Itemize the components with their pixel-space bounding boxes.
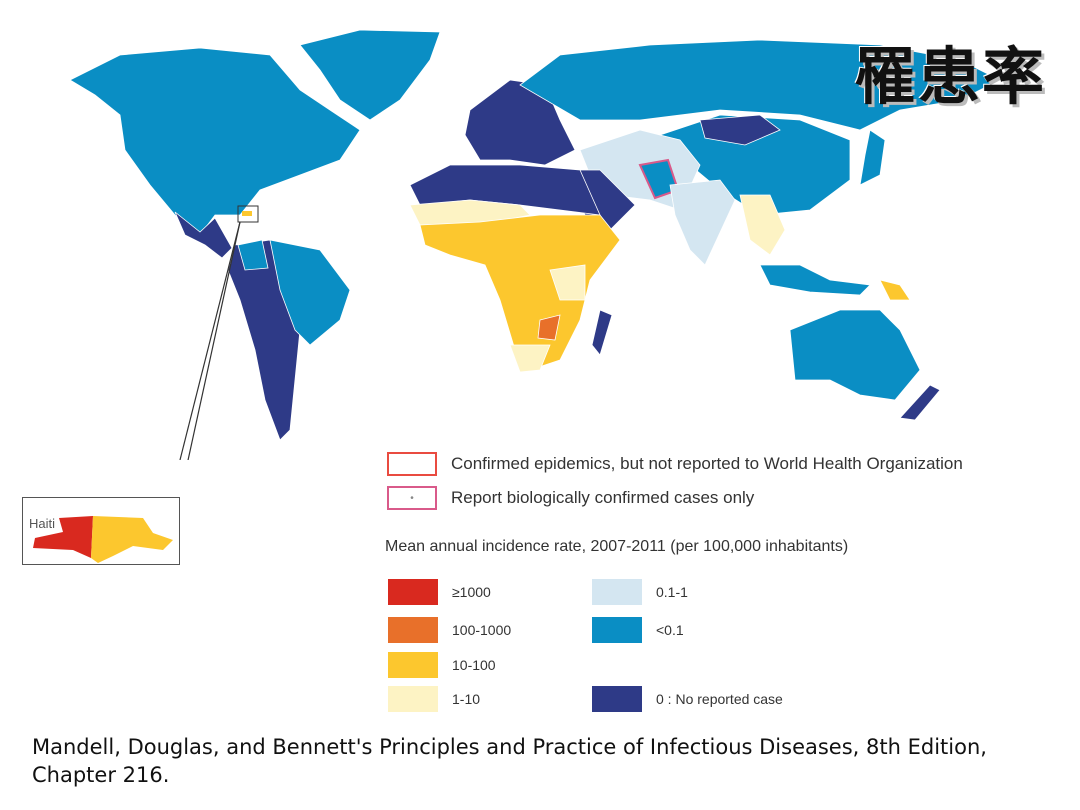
region-mozambique: [537, 314, 561, 341]
dominican-republic-shape: [91, 516, 173, 563]
legend-class-label: 1-10: [452, 691, 481, 707]
world-map: [69, 29, 1001, 460]
region-mongolia: [699, 114, 781, 146]
legend-class-label: 0 : No reported case: [656, 691, 783, 707]
haiti-shape: [33, 516, 93, 558]
legend-swatch: [388, 579, 438, 605]
legend-class-label: ≥1000: [452, 584, 491, 600]
region-greenland: [299, 29, 441, 121]
legend-label: Report biologically confirmed cases only: [451, 488, 755, 507]
inset-connector: [187, 221, 241, 460]
region-russia: [519, 39, 1001, 131]
region-sub-saharan-africa: [419, 214, 621, 371]
legend-swatch: [388, 652, 438, 678]
slide-title: 罹患率: [853, 40, 1046, 113]
region-australia: [789, 309, 921, 401]
legend-class-label: 10-100: [452, 657, 496, 673]
region-south-africa: [509, 344, 551, 373]
region-east-africa: [549, 264, 586, 301]
haiti-inset: Haiti: [22, 497, 180, 565]
region-brazil: [269, 239, 351, 346]
legend-swatch: [388, 686, 438, 712]
legend-epidemic: Confirmed epidemics, but not reported to…: [387, 452, 963, 476]
citation: Mandell, Douglas, and Bennett's Principl…: [32, 735, 987, 787]
inset-label: Haiti: [29, 516, 56, 531]
legend-class-label: 0.1-1: [656, 584, 688, 600]
region-new-zealand: [899, 384, 941, 421]
region-india: [669, 179, 736, 266]
region-indonesia: [759, 264, 871, 296]
legend-swatch: [388, 617, 438, 643]
haiti-marker: [242, 211, 252, 216]
legend-label: Confirmed epidemics, but not reported to…: [451, 454, 963, 473]
legend-swatch: [592, 579, 642, 605]
region-png: [879, 279, 911, 301]
legend-class-label: 100-1000: [452, 622, 512, 638]
legend-class-label: <0.1: [656, 622, 684, 638]
legend-swatch: [592, 686, 642, 712]
legend-swatch: [592, 617, 642, 643]
region-colombia: [237, 239, 269, 271]
region-madagascar: [591, 309, 613, 356]
epidemic-outline-swatch: [387, 452, 437, 476]
legend-bio: • Report biologically confirmed cases on…: [387, 486, 754, 510]
region-central-america: [174, 211, 233, 259]
region-japan: [859, 129, 886, 186]
haiti-marker-box: [237, 205, 259, 223]
bio-outline-swatch: •: [387, 486, 437, 510]
inset-connector-2: [179, 221, 241, 460]
legend-scale-title: Mean annual incidence rate, 2007-2011 (p…: [385, 538, 849, 555]
region-se-asia: [739, 194, 786, 256]
region-north-america: [69, 47, 361, 236]
